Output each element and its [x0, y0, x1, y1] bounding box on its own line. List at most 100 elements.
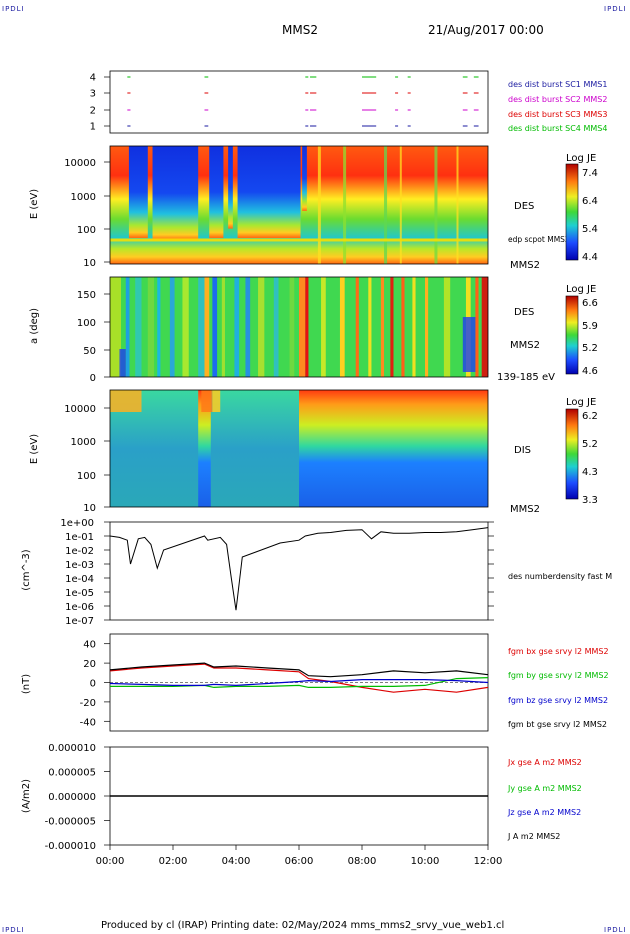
pad-ylabel: a (deg) [29, 308, 40, 344]
jx-legend: Jx gse A m2 MMS2 [507, 758, 582, 767]
pad-stripe [481, 277, 488, 377]
density-trace [109, 527, 489, 611]
des-energy-stripe [317, 146, 321, 264]
bfield-ytick: 0 [90, 679, 96, 690]
dis-energy-low-flux-region [210, 390, 299, 507]
j-legend: J A m2 MMS2 [507, 832, 560, 841]
corner-label-bottom-left: IPDLI [2, 926, 25, 934]
des-energy-ytick: 1000 [71, 192, 96, 203]
des-energy-stripe [399, 146, 402, 264]
corner-label-top-left: IPDLI [2, 5, 25, 13]
burst-ytick: 4 [90, 73, 96, 84]
burst-panel-frame [109, 70, 489, 134]
corner-label-top-right: IPDLI [604, 5, 627, 13]
time-tick-label: 04:00 [222, 856, 251, 867]
pad-stripe [198, 277, 205, 377]
colorbar-des-energy-tick: 4.4 [582, 252, 598, 263]
colorbar-dis-energy-tick: 3.3 [582, 495, 598, 506]
jy-legend: Jy gse A m2 MMS2 [507, 784, 582, 793]
bt-trace [109, 662, 489, 678]
time-tick-label: 02:00 [159, 856, 188, 867]
pad-stripe [425, 277, 429, 377]
density-ytick: 1e-06 [65, 602, 94, 613]
date-title: 21/Aug/2017 00:00 [428, 23, 544, 37]
colorbar-dis-energy-tick: 4.3 [582, 467, 598, 478]
des-energy-stripe [434, 146, 438, 264]
colorbar-des-energy-tick: 5.4 [582, 224, 598, 235]
colorbar-des-energy-title: Log JE [566, 153, 596, 164]
time-tick-label: 08:00 [348, 856, 377, 867]
des-energy-ytick: 100 [77, 225, 96, 236]
bz-legend: fgm bz gse srvy l2 MMS2 [508, 696, 608, 705]
burst-legend-sc2: des dist burst SC2 MMS2 [508, 95, 607, 104]
pad-stripe [204, 277, 210, 377]
burst-legend-sc1: des dist burst SC1 MMS1 [508, 80, 607, 89]
spacecraft-title: MMS2 [282, 23, 318, 37]
footer-text: Produced by cl (IRAP) Printing date: 02/… [101, 920, 505, 931]
pad-stripe [182, 277, 189, 377]
pad-stripe [412, 277, 416, 377]
des-energy-low-flux-region [237, 146, 301, 239]
pad-stripe [299, 277, 306, 377]
jz-legend: Jz gse A m2 MMS2 [507, 808, 581, 817]
des-energy-stripe [343, 146, 347, 264]
des-energy-low-flux-region [209, 146, 224, 239]
current-ytick: 0.000005 [48, 768, 96, 779]
pad-stripe [234, 277, 240, 377]
bt-legend: fgm bt gse srvy l2 MMS2 [508, 720, 607, 729]
pad-stripe [110, 277, 122, 377]
des-energy-low-flux-region [302, 146, 307, 211]
dis-energy-ytick: 1000 [71, 437, 96, 448]
des-right-label: DES [514, 201, 534, 212]
current-ytick: 0.000010 [48, 743, 96, 754]
pad-ytick: 0 [90, 373, 96, 384]
pad-stripe [339, 277, 345, 377]
bfield-ytick: 20 [83, 659, 96, 670]
dis-energy-ytick: 100 [77, 471, 96, 482]
dis-energy-hot-region [201, 390, 213, 412]
time-tick-label: 12:00 [474, 856, 503, 867]
bz-trace [109, 678, 489, 687]
colorbar-dis-energy-title: Log JE [566, 397, 596, 408]
pad-energy-range-label: 139-185 eV [497, 372, 555, 383]
pad-ytick: 150 [77, 290, 96, 301]
dis-energy-hot-region [212, 390, 221, 412]
dis-energy-ytick: 10000 [64, 404, 96, 415]
burst-ytick: 2 [90, 106, 96, 117]
pad-stripe [380, 277, 385, 377]
pad-stripe [147, 277, 155, 377]
colorbar-pad-tick: 5.2 [582, 343, 598, 354]
pad-stripe [135, 277, 142, 377]
pad-stripe [221, 277, 225, 377]
burst-legend-sc4: des dist burst SC4 MMS4 [508, 124, 607, 133]
pad-stripe [245, 277, 251, 377]
edp-scpot-label: edp scpot MMS2 [508, 235, 570, 244]
current-ytick: 0.000000 [48, 792, 96, 803]
des-energy-ytick: 10000 [64, 158, 96, 169]
des-energy-low-flux-region [228, 146, 233, 229]
bx-trace [109, 663, 489, 693]
pad-stripe [475, 277, 479, 377]
bfield-ytick: 40 [83, 640, 96, 651]
density-ytick: 1e-01 [65, 532, 94, 543]
pad-stripe [355, 277, 359, 377]
by-legend: fgm by gse srvy l2 MMS2 [508, 671, 609, 680]
density-ytick: 1e-07 [65, 616, 94, 627]
density-ytick: 1e+00 [60, 518, 94, 529]
des-energy-low-flux-region [152, 146, 199, 241]
des-energy-mms2-label: MMS2 [510, 260, 540, 271]
colorbar-dis-energy-tick: 6.2 [582, 411, 598, 422]
density-ytick: 1e-04 [65, 574, 94, 585]
colorbar-dis-energy: Log JE 6.2 5.2 4.3 3.3 [565, 397, 598, 506]
pad-stripe [273, 277, 279, 377]
colorbar-des-energy: Log JE 7.4 6.4 5.4 4.4 [565, 153, 598, 263]
corner-label-bottom-right: IPDLI [604, 926, 627, 934]
pad-stripe [368, 277, 372, 377]
bx-legend: fgm bx gse srvy l2 MMS2 [508, 647, 609, 656]
current-ytick: -0.000010 [45, 841, 96, 852]
density-ytick: 1e-05 [65, 588, 94, 599]
by-trace [110, 677, 489, 689]
density-frame [109, 521, 489, 621]
time-tick-label: 10:00 [411, 856, 440, 867]
density-ylabel: (cm^-3) [21, 549, 32, 590]
